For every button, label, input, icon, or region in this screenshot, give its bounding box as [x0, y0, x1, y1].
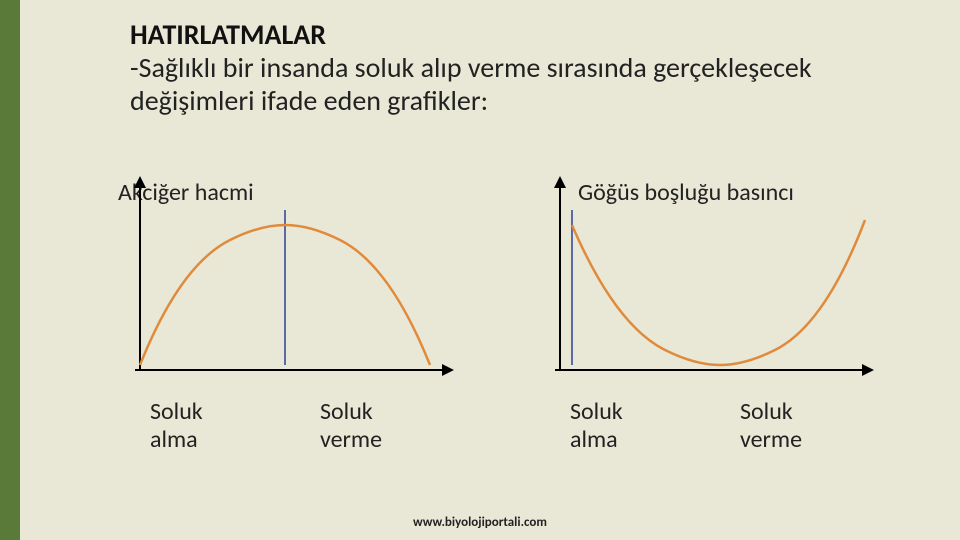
chart-svg-chest-pressure [520, 170, 880, 390]
xlabel-exhale: Soluk verme [320, 398, 460, 453]
accent-bar [0, 0, 20, 540]
y-axis-arrow-icon [134, 176, 146, 188]
xlabel-inhale: Soluk alma [150, 398, 290, 453]
footer-url: www.biyolojiportali.com [0, 515, 960, 530]
chart-chest-pressure: Göğüs boşluğu basıncı Soluk alma Soluk v… [520, 170, 880, 390]
curve-chest-pressure [572, 220, 865, 365]
x-axis-labels: Soluk alma Soluk verme [100, 398, 460, 453]
x-axis-arrow-icon [862, 364, 874, 376]
heading-title: HATIRLATMALAR [130, 20, 870, 51]
xlabel-inhale: Soluk alma [570, 398, 710, 453]
chart-lung-volume: Akciğer hacmi Soluk alma Soluk verme [100, 170, 460, 390]
heading-block: HATIRLATMALAR -Sağlıklı bir insanda solu… [130, 20, 870, 118]
heading-subtitle: -Sağlıklı bir insanda soluk alıp verme s… [130, 51, 870, 118]
y-axis-arrow-icon [554, 176, 566, 188]
x-axis-labels: Soluk alma Soluk verme [520, 398, 880, 453]
x-axis-arrow-icon [442, 364, 454, 376]
xlabel-exhale: Soluk verme [740, 398, 880, 453]
chart-svg-lung-volume [100, 170, 460, 390]
